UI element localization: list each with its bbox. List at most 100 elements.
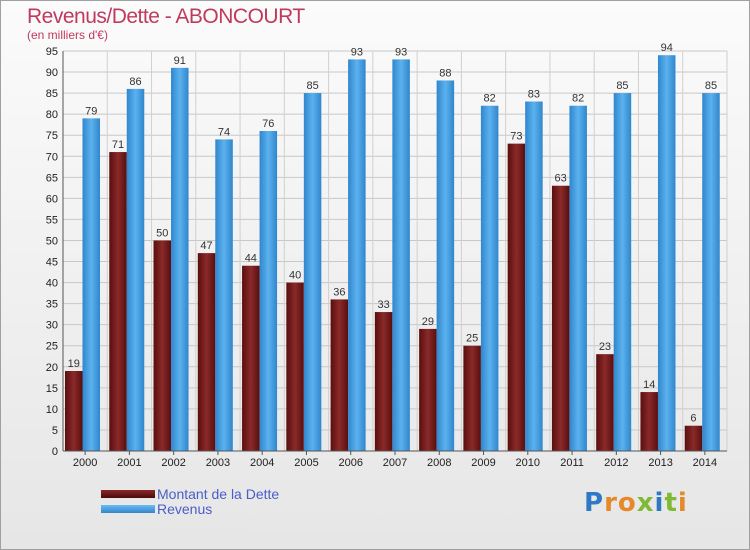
data-label: 14 <box>643 379 655 391</box>
y-tick-label: 10 <box>46 404 58 416</box>
x-tick-label: 2011 <box>560 457 584 469</box>
revenue-bar <box>259 131 278 451</box>
y-tick-label: 0 <box>52 446 58 458</box>
debt-bar <box>596 354 614 451</box>
revenue-bar <box>303 93 322 452</box>
data-label: 86 <box>129 76 141 88</box>
data-label: 76 <box>262 118 274 130</box>
debt-bar <box>419 328 437 451</box>
debt-bar <box>551 185 570 451</box>
y-tick-label: 35 <box>46 299 58 311</box>
y-tick-label: 30 <box>46 320 58 332</box>
chart-subtitle: (en milliers d'€) <box>27 28 108 42</box>
debt-bar <box>330 299 349 451</box>
y-tick-label: 15 <box>46 383 58 395</box>
data-label: 23 <box>599 341 611 353</box>
y-tick-label: 40 <box>46 278 58 290</box>
data-label: 40 <box>289 270 301 282</box>
data-label: 47 <box>200 240 212 252</box>
data-label: 50 <box>156 227 168 239</box>
debt-bar <box>153 240 172 451</box>
data-label: 85 <box>616 80 628 92</box>
revenue-bar <box>348 59 366 451</box>
x-tick-label: 2003 <box>206 457 230 469</box>
x-tick-label: 2007 <box>383 457 407 469</box>
logo-letter: i <box>677 488 688 518</box>
y-tick-label: 5 <box>52 425 58 437</box>
y-tick-label: 45 <box>46 257 58 269</box>
x-tick-label: 2010 <box>516 457 540 469</box>
data-label: 93 <box>395 46 407 58</box>
logo-letter: P <box>584 488 605 518</box>
x-tick-label: 2009 <box>471 457 495 469</box>
debt-bar <box>507 143 526 451</box>
revenue-bar <box>82 118 100 452</box>
data-label: 85 <box>306 80 318 92</box>
y-tick-label: 80 <box>46 109 58 121</box>
revenue-bar <box>702 93 720 452</box>
revenue-bar <box>613 93 632 452</box>
data-label: 6 <box>690 413 696 425</box>
data-label: 44 <box>245 253 257 265</box>
debt-bar <box>109 152 127 452</box>
data-label: 71 <box>112 139 124 151</box>
data-label: 94 <box>661 42 673 54</box>
revenue-bar <box>392 59 410 451</box>
debt-bar <box>640 392 658 451</box>
debt-bar <box>242 265 260 451</box>
debt-bar <box>374 312 393 451</box>
y-tick-label: 90 <box>46 67 58 79</box>
data-label: 36 <box>333 286 345 298</box>
logo-letter: r <box>604 488 618 518</box>
y-tick-label: 60 <box>46 193 58 205</box>
data-label: 25 <box>466 333 478 345</box>
debt-bar <box>197 253 216 451</box>
x-tick-label: 2014 <box>693 457 717 469</box>
logo-letter: o <box>617 488 637 518</box>
data-label: 79 <box>85 105 97 117</box>
x-tick-label: 2013 <box>648 457 672 469</box>
data-label: 63 <box>555 173 567 185</box>
y-tick-label: 20 <box>46 362 58 374</box>
revenue-bar <box>525 101 543 452</box>
data-label: 83 <box>528 89 540 101</box>
debt-bar <box>463 345 481 451</box>
x-tick-label: 2001 <box>117 457 141 469</box>
revenue-bar <box>126 88 145 451</box>
y-tick-label: 25 <box>46 341 58 353</box>
debt-bar <box>65 371 83 451</box>
x-tick-label: 2004 <box>250 457 274 469</box>
legend-swatch-revenue <box>101 505 155 513</box>
x-tick-label: 2000 <box>73 457 97 469</box>
data-label: 73 <box>510 131 522 143</box>
logo-letter: x <box>636 488 655 518</box>
data-label: 88 <box>439 67 451 79</box>
y-tick-label: 50 <box>46 235 58 247</box>
logo-letter: t <box>664 488 678 518</box>
y-tick-label: 70 <box>46 151 58 163</box>
data-label: 19 <box>68 358 80 370</box>
revenue-bar <box>215 139 233 451</box>
data-label: 85 <box>705 80 717 92</box>
y-tick-label: 95 <box>46 46 58 58</box>
revenue-bar <box>569 105 587 451</box>
logo-letter: i <box>654 488 665 518</box>
x-tick-label: 2006 <box>338 457 362 469</box>
x-tick-label: 2005 <box>294 457 318 469</box>
data-label: 93 <box>351 46 363 58</box>
revenue-bar <box>171 67 189 451</box>
data-label: 82 <box>572 93 584 105</box>
revenue-bar <box>657 55 676 452</box>
data-label: 91 <box>174 55 186 67</box>
y-tick-label: 65 <box>46 172 58 184</box>
data-label: 29 <box>422 316 434 328</box>
x-tick-label: 2012 <box>604 457 628 469</box>
data-label: 33 <box>377 299 389 311</box>
x-tick-label: 2008 <box>427 457 451 469</box>
legend-swatch-debt <box>101 490 155 498</box>
y-tick-label: 85 <box>46 88 58 100</box>
x-tick-label: 2002 <box>161 457 185 469</box>
proxiti-logo: Proxiti <box>584 488 688 518</box>
